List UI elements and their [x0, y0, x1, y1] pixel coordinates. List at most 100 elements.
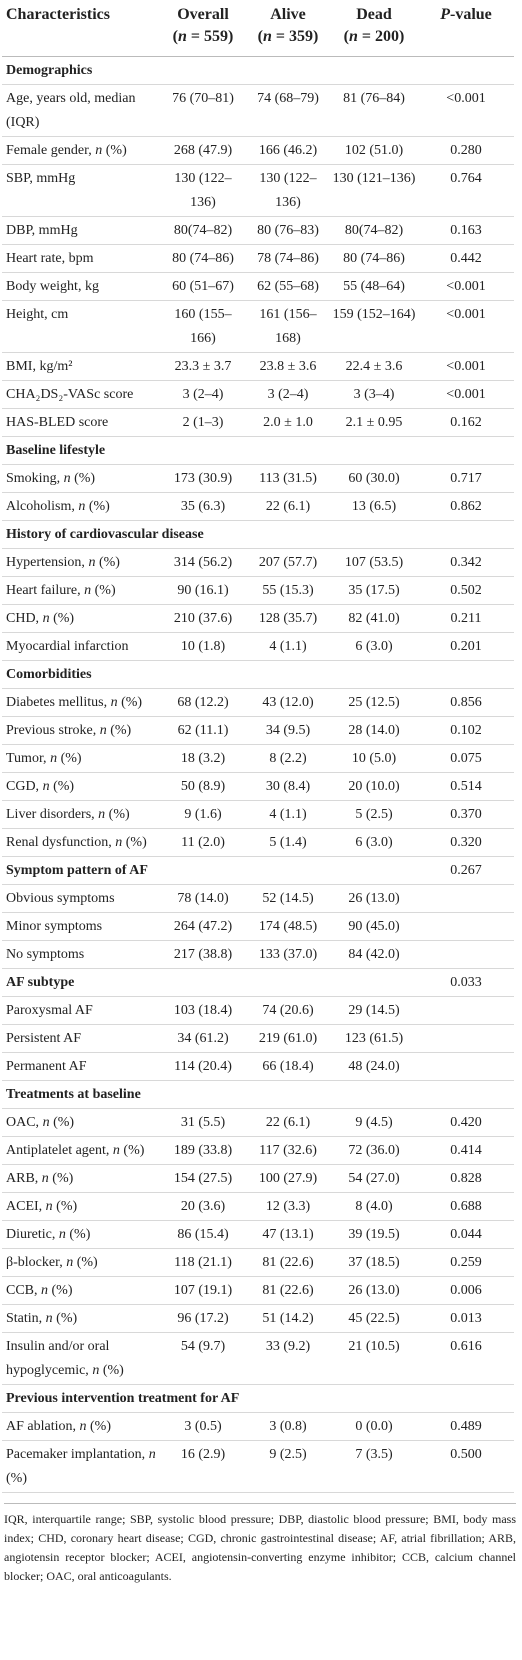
empty-cell — [418, 940, 514, 969]
cell: 82 (41.0) — [330, 604, 418, 633]
cell: 161 (156–168) — [246, 300, 330, 353]
row-label: CGD, n (%) — [2, 772, 160, 801]
row-label: Tumor, n (%) — [2, 744, 160, 773]
cell: 0.514 — [418, 772, 514, 801]
header-title: Alive — [270, 6, 306, 23]
header-row: Characteristics Overall (n = 559) Alive (n =… — [2, 0, 514, 57]
cell: 55 (15.3) — [246, 576, 330, 605]
characteristics-table: Characteristics Overall (n = 559) Alive (n =… — [2, 0, 514, 1493]
cell: 130 (122–136) — [246, 164, 330, 217]
data-row: CGD, n (%) 50 (8.9) 30 (8.4) 20 (10.0) 0.514 — [2, 772, 514, 801]
cell: 62 (11.1) — [160, 716, 246, 745]
cell: 133 (37.0) — [246, 940, 330, 969]
cell: 22.4 ± 3.6 — [330, 352, 418, 381]
cell: 16 (2.9) — [160, 1440, 246, 1493]
cell: 3 (0.5) — [160, 1412, 246, 1441]
section-title: Baseline lifestyle — [2, 436, 514, 465]
cell: 9 (1.6) — [160, 800, 246, 829]
cell: 0.500 — [418, 1440, 514, 1493]
row-label: Pacemaker implantation, n (%) — [2, 1440, 160, 1493]
cell: 68 (12.2) — [160, 688, 246, 717]
data-row: Renal dysfunction, n (%) 11 (2.0) 5 (1.4) 6… — [2, 828, 514, 857]
cell: 51 (14.2) — [246, 1304, 330, 1333]
data-row: CHD, n (%) 210 (37.6) 128 (35.7) 82 (41.0) 0… — [2, 604, 514, 633]
cell: 189 (33.8) — [160, 1136, 246, 1165]
cell: 33 (9.2) — [246, 1332, 330, 1385]
cell: 3 (2–4) — [246, 380, 330, 409]
data-row: DBP, mmHg 80(74–82) 80 (76–83) 80(74–82) 0.1… — [2, 216, 514, 245]
cell: 264 (47.2) — [160, 912, 246, 941]
section-p-value: 0.033 — [418, 968, 514, 997]
cell: 22 (6.1) — [246, 1108, 330, 1137]
cell: 160 (155–166) — [160, 300, 246, 353]
data-row: Previous stroke, n (%) 62 (11.1) 34 (9.5) 2… — [2, 716, 514, 745]
row-label: Age, years old, median (IQR) — [2, 84, 160, 137]
cell: 54 (27.0) — [330, 1164, 418, 1193]
section-row: Comorbidities — [2, 660, 514, 689]
row-label: Diuretic, n (%) — [2, 1220, 160, 1249]
cell: 0.259 — [418, 1248, 514, 1277]
cell: 43 (12.0) — [246, 688, 330, 717]
row-label: Smoking, n (%) — [2, 464, 160, 493]
cell: 0 (0.0) — [330, 1412, 418, 1441]
cell: 80(74–82) — [160, 216, 246, 245]
cell: 107 (53.5) — [330, 548, 418, 577]
cell: 8 (4.0) — [330, 1192, 418, 1221]
cell: 26 (13.0) — [330, 1276, 418, 1305]
cell: <0.001 — [418, 272, 514, 301]
row-label: Minor symptoms — [2, 912, 160, 941]
cell: 54 (9.7) — [160, 1332, 246, 1385]
cell: 39 (19.5) — [330, 1220, 418, 1249]
cell: 0.828 — [418, 1164, 514, 1193]
data-row: Myocardial infarction 10 (1.8) 4 (1.1) 6 (3… — [2, 632, 514, 661]
data-row: Paroxysmal AF 103 (18.4) 74 (20.6) 29 (14.5… — [2, 996, 514, 1025]
cell: 34 (61.2) — [160, 1024, 246, 1053]
row-label: ACEI, n (%) — [2, 1192, 160, 1221]
cell: 0.764 — [418, 164, 514, 217]
cell: 0.502 — [418, 576, 514, 605]
cell: 35 (6.3) — [160, 492, 246, 521]
cell: 84 (42.0) — [330, 940, 418, 969]
cell: 0.862 — [418, 492, 514, 521]
cell: 8 (2.2) — [246, 744, 330, 773]
cell: 173 (30.9) — [160, 464, 246, 493]
data-row: SBP, mmHg 130 (122–136) 130 (122–136) 130 (… — [2, 164, 514, 217]
cell: 166 (46.2) — [246, 136, 330, 165]
header-title: P-value — [440, 6, 492, 23]
cell: 28 (14.0) — [330, 716, 418, 745]
cell: 81 (22.6) — [246, 1248, 330, 1277]
cell: 80 (76–83) — [246, 216, 330, 245]
cell: 0.616 — [418, 1332, 514, 1385]
data-row: Heart failure, n (%) 90 (16.1) 55 (15.3) 35… — [2, 576, 514, 605]
header-cell: Overall (n = 559) — [160, 0, 246, 57]
cell: <0.001 — [418, 300, 514, 353]
header-subtitle: (n = 559) — [172, 28, 234, 45]
cell: 78 (74–86) — [246, 244, 330, 273]
data-row: CHA₂DS₂-VASc score 3 (2–4) 3 (2–4) 3 (3–4) <… — [2, 380, 514, 409]
header-cell: Characteristics — [2, 0, 160, 57]
cell: 207 (57.7) — [246, 548, 330, 577]
cell: 100 (27.9) — [246, 1164, 330, 1193]
row-label: Antiplatelet agent, n (%) — [2, 1136, 160, 1165]
cell: 174 (48.5) — [246, 912, 330, 941]
cell: 0.370 — [418, 800, 514, 829]
cell: 0.489 — [418, 1412, 514, 1441]
cell: 11 (2.0) — [160, 828, 246, 857]
cell: 4 (1.1) — [246, 800, 330, 829]
cell: 12 (3.3) — [246, 1192, 330, 1221]
cell: 72 (36.0) — [330, 1136, 418, 1165]
cell: 80 (74–86) — [160, 244, 246, 273]
data-row: Pacemaker implantation, n (%) 16 (2.9) 9 (… — [2, 1440, 514, 1493]
cell: 29 (14.5) — [330, 996, 418, 1025]
cell: 217 (38.8) — [160, 940, 246, 969]
table-header: Characteristics Overall (n = 559) Alive (n =… — [2, 0, 514, 57]
cell: 7 (3.5) — [330, 1440, 418, 1493]
cell: 0.414 — [418, 1136, 514, 1165]
cell: 6 (3.0) — [330, 828, 418, 857]
data-row: Height, cm 160 (155–166) 161 (156–168) 159 … — [2, 300, 514, 353]
cell: 117 (32.6) — [246, 1136, 330, 1165]
cell: 210 (37.6) — [160, 604, 246, 633]
cell: 102 (51.0) — [330, 136, 418, 165]
cell: 23.8 ± 3.6 — [246, 352, 330, 381]
data-row: BMI, kg/m² 23.3 ± 3.7 23.8 ± 3.6 22.4 ± 3.6… — [2, 352, 514, 381]
